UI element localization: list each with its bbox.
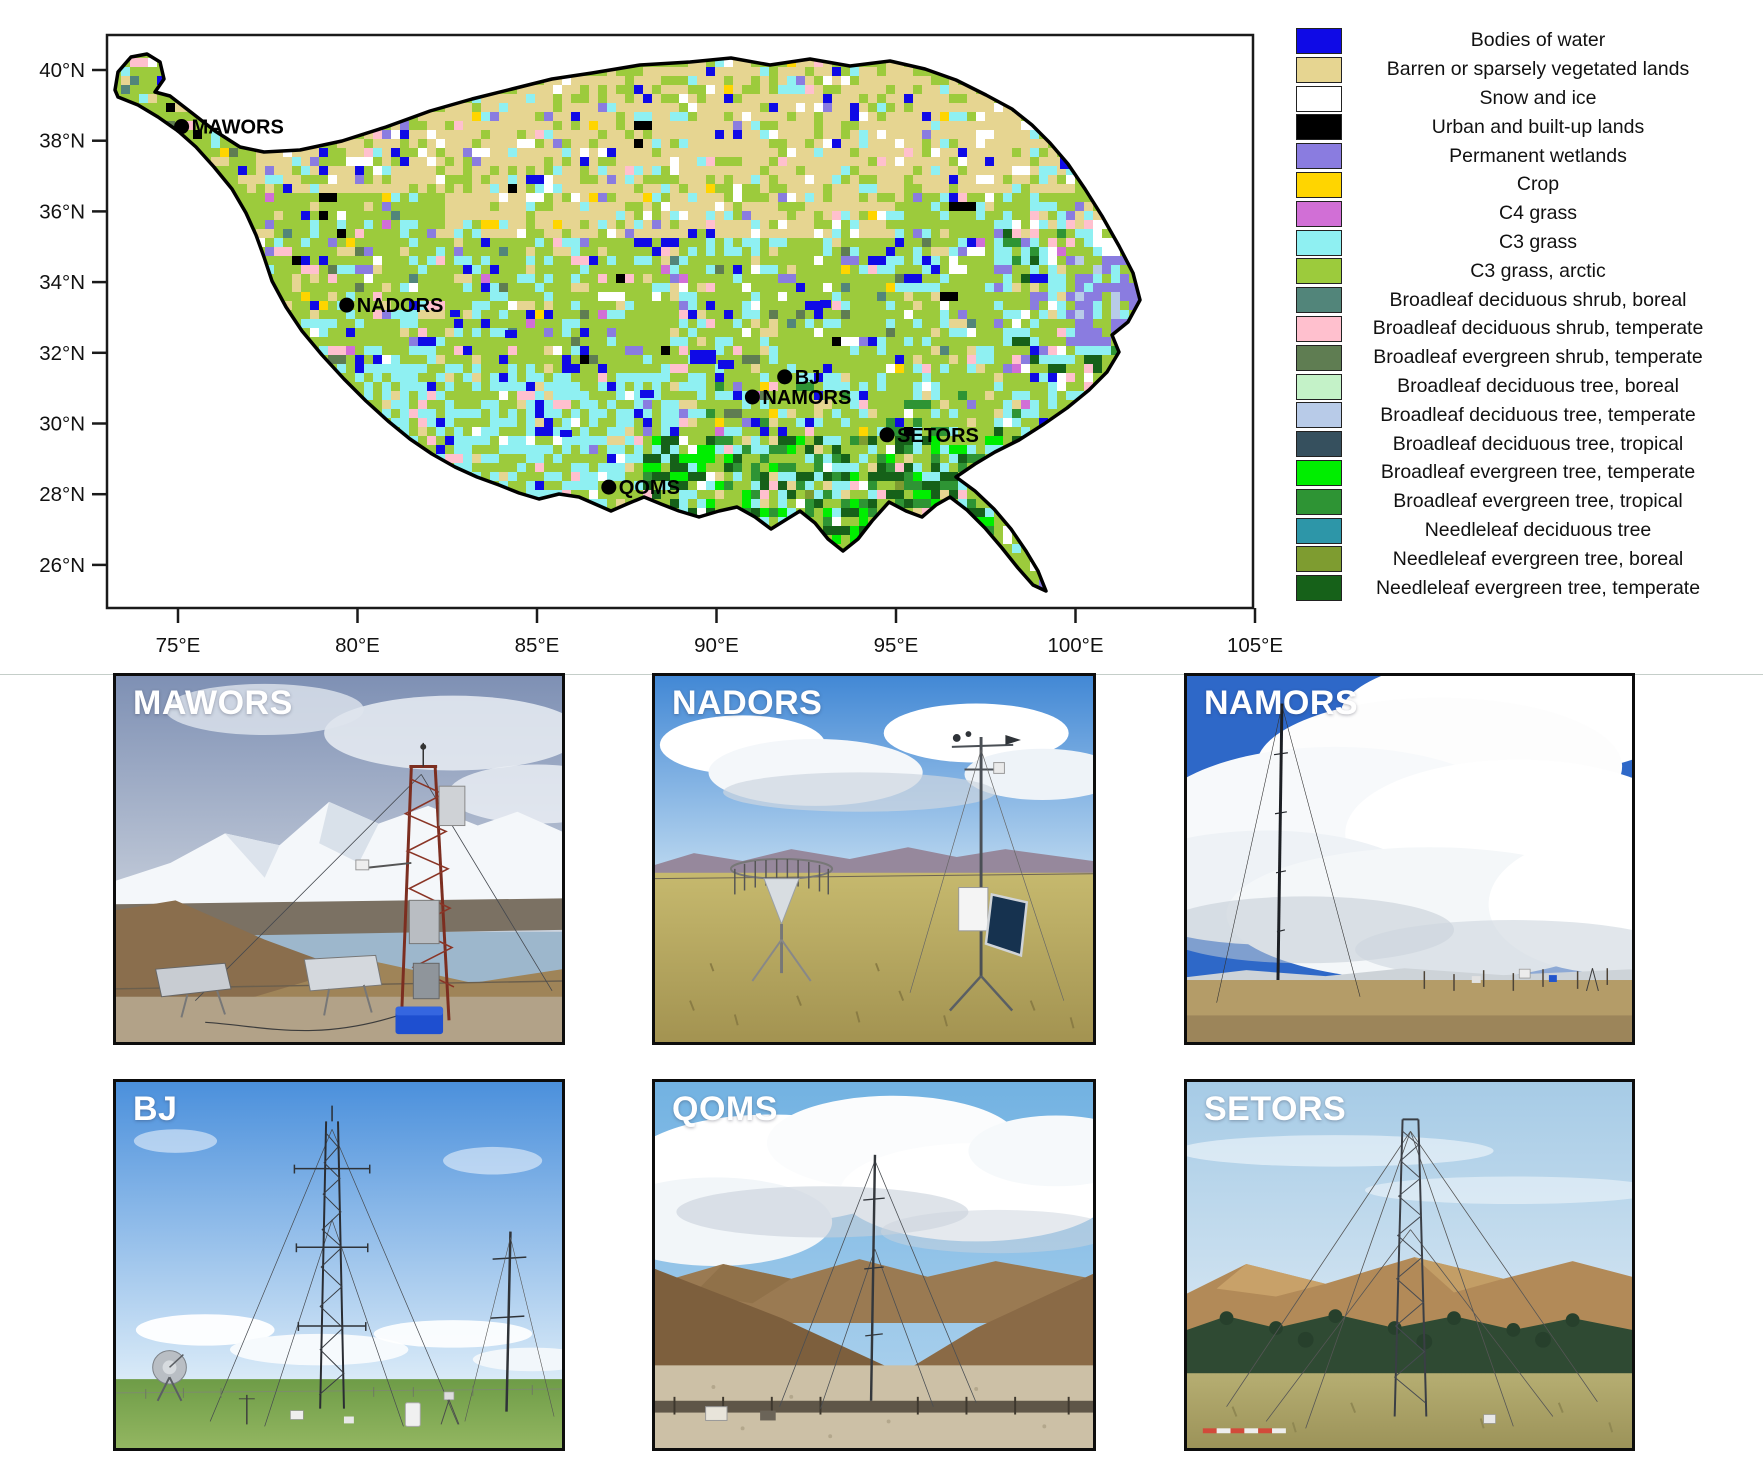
photo-label: MAWORS xyxy=(133,684,293,722)
station-label-mawors: MAWORS xyxy=(192,117,284,139)
x-tick-label: 95°E xyxy=(874,634,919,657)
station-photo-mawors: MAWORS xyxy=(113,673,565,1045)
photo-label: BJ xyxy=(133,1090,178,1128)
station-marker-mawors xyxy=(174,119,190,135)
station-marker-setors xyxy=(879,427,895,443)
map-frame xyxy=(105,33,1255,610)
station-marker-nadors xyxy=(339,297,355,313)
photo-scene-bj xyxy=(116,1082,562,1448)
x-tick-label: 90°E xyxy=(694,634,739,657)
station-photo-setors: SETORS xyxy=(1184,1079,1635,1451)
x-tick-label: 75°E xyxy=(156,634,201,657)
photo-scene-setors xyxy=(1187,1082,1632,1448)
station-label-namors: NAMORS xyxy=(762,387,851,409)
station-photo-nadors: NADORS xyxy=(652,673,1096,1045)
station-marker-qoms xyxy=(601,479,617,495)
station-label-bj: BJ xyxy=(795,367,821,389)
photo-label: SETORS xyxy=(1204,1090,1347,1128)
station-photo-bj: BJ xyxy=(113,1079,565,1451)
station-marker-bj xyxy=(777,369,793,385)
photo-label: QOMS xyxy=(672,1090,778,1128)
tibetan-plateau-land-cover-map: 75°E 80°E 85°E 90°E 95°E 100°E 105°E 40°N 38°N 36… xyxy=(0,0,1763,665)
photo-scene-mawors xyxy=(116,676,562,1042)
y-tick-label: 36°N xyxy=(39,200,85,223)
x-tick-label: 100°E xyxy=(1047,634,1103,657)
station-label-nadors: NADORS xyxy=(357,295,444,317)
y-tick-label: 26°N xyxy=(39,554,85,577)
photo-scene-qoms xyxy=(655,1082,1093,1448)
x-tick-label: 105°E xyxy=(1227,634,1283,657)
station-marker-namors xyxy=(744,389,760,405)
y-tick-label: 32°N xyxy=(39,342,85,365)
station-label-qoms: QOMS xyxy=(619,477,680,499)
photo-label: NAMORS xyxy=(1204,684,1359,722)
y-tick-label: 34°N xyxy=(39,271,85,294)
photo-label: NADORS xyxy=(672,684,823,722)
x-tick-label: 85°E xyxy=(515,634,560,657)
plateau-outline xyxy=(113,52,1142,593)
station-photo-qoms: QOMS xyxy=(652,1079,1096,1451)
y-tick-label: 28°N xyxy=(39,483,85,506)
land-cover-mosaic xyxy=(121,58,1140,589)
y-tick-label: 40°N xyxy=(39,59,85,82)
y-tick-label: 38°N xyxy=(39,130,85,153)
photo-scene-namors xyxy=(1187,676,1632,1042)
station-label-setors: SETORS xyxy=(897,425,979,447)
y-tick-label: 30°N xyxy=(39,413,85,436)
station-photo-namors: NAMORS xyxy=(1184,673,1635,1045)
photo-scene-nadors xyxy=(655,676,1093,1042)
x-tick-label: 80°E xyxy=(335,634,380,657)
